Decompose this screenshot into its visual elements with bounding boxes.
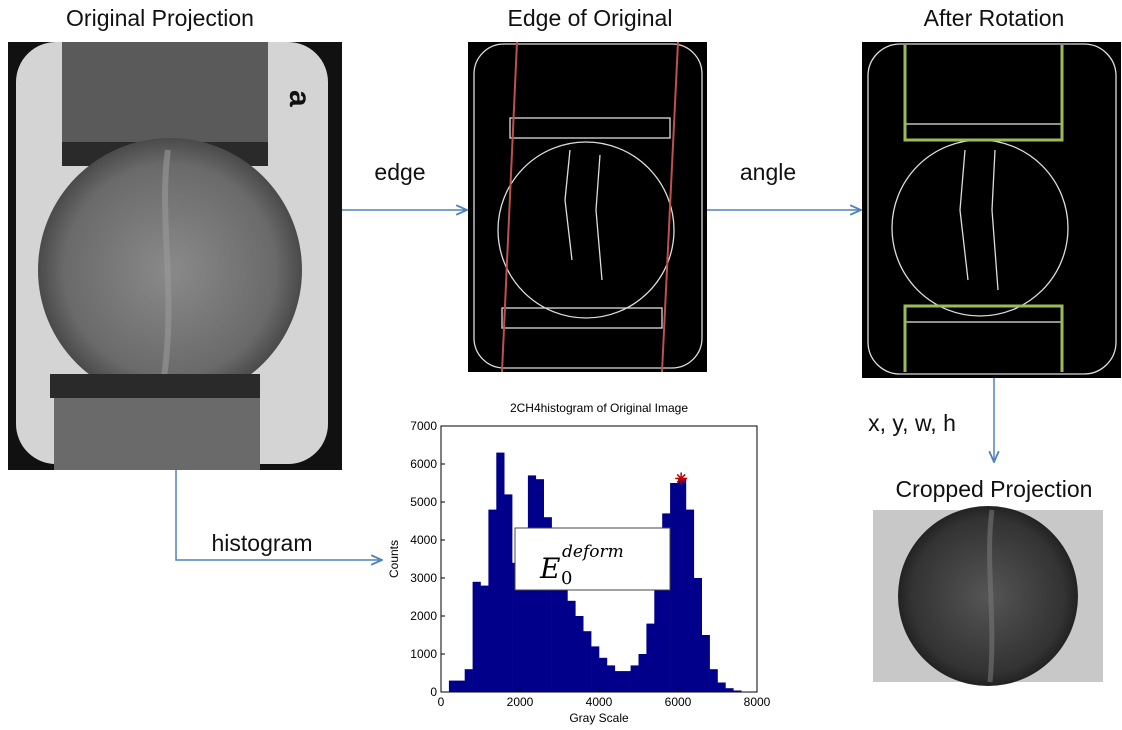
bar <box>488 510 496 692</box>
title-original: Original Projection <box>66 5 254 31</box>
page: {"labels": {"original": "Original Projec… <box>0 0 1122 730</box>
bar <box>567 601 575 692</box>
y-tick-label: 3000 <box>410 571 437 585</box>
bar <box>725 688 733 692</box>
bar <box>481 586 489 692</box>
bar <box>599 658 607 692</box>
bar <box>623 671 631 692</box>
bar <box>639 654 647 692</box>
y-tick-label: 7000 <box>410 419 437 433</box>
cropped-image <box>873 506 1103 686</box>
bar <box>710 669 718 692</box>
bar <box>678 479 686 692</box>
svg-text:a: a <box>283 90 316 107</box>
y-tick-label: 6000 <box>410 457 437 471</box>
bar <box>583 631 591 692</box>
bar <box>465 669 473 692</box>
annotation-sub: 0 <box>561 568 572 589</box>
y-axis-label: Counts <box>387 540 401 578</box>
bar <box>575 616 583 692</box>
x-tick-label: 0 <box>438 695 445 709</box>
edge-image <box>468 42 707 372</box>
annotation-sup: deform <box>562 542 624 562</box>
x-tick-label: 8000 <box>744 695 771 709</box>
y-tick-label: 5000 <box>410 495 437 509</box>
bar <box>694 578 702 692</box>
bar <box>607 665 615 692</box>
chart-title: 2CH4histogram of Original Image <box>510 401 688 415</box>
y-tick-label: 1000 <box>410 647 437 661</box>
title-edge: Edge of Original <box>508 5 673 31</box>
bar <box>560 582 568 692</box>
y-tick-label: 0 <box>430 685 437 699</box>
bar <box>449 681 457 692</box>
original-image: a <box>8 42 342 470</box>
label-crop-params: x, y, w, h <box>868 410 956 436</box>
bar <box>615 671 623 692</box>
bar <box>504 494 512 692</box>
x-tick-label: 6000 <box>665 695 692 709</box>
annotation-base: E <box>539 552 560 585</box>
x-tick-label: 2000 <box>507 695 534 709</box>
title-cropped: Cropped Projection <box>896 476 1093 502</box>
bar <box>670 483 678 692</box>
bar <box>473 582 481 692</box>
bar <box>686 510 694 692</box>
y-tick-label: 4000 <box>410 533 437 547</box>
bar <box>702 635 710 692</box>
diagram: Original Projection Edge of Original Aft… <box>0 0 1122 730</box>
bar <box>631 665 639 692</box>
x-axis-label: Gray Scale <box>569 711 629 725</box>
bar <box>733 690 741 692</box>
label-angle: angle <box>740 159 796 185</box>
title-rotation: After Rotation <box>924 5 1065 31</box>
bar <box>646 624 654 692</box>
bar <box>591 646 599 692</box>
x-tick-label: 4000 <box>586 695 613 709</box>
bar <box>457 681 465 692</box>
label-histogram: histogram <box>212 530 313 556</box>
y-tick-label: 2000 <box>410 609 437 623</box>
label-edge: edge <box>374 159 425 185</box>
bar <box>496 453 504 692</box>
rotated-image <box>862 42 1121 378</box>
bar <box>718 683 726 693</box>
